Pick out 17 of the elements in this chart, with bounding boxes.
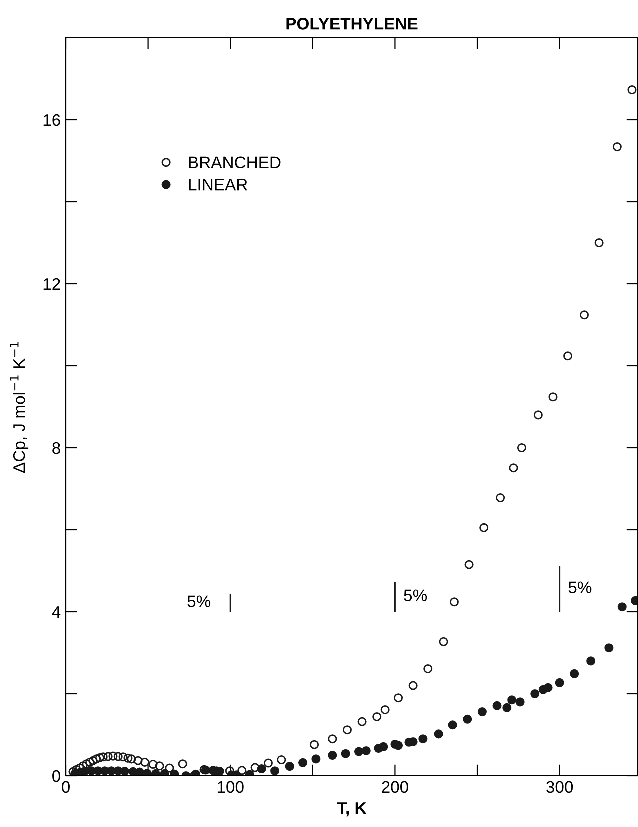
annotation: 5% — [404, 590, 428, 602]
legend-label: LINEAR — [189, 179, 248, 191]
x-tick-label: 300 — [546, 781, 574, 794]
chart-title: POLYETHYLENE — [286, 18, 418, 30]
y-tick-label: 8 — [52, 442, 60, 454]
legend-label: BRANCHED — [189, 156, 281, 169]
x-tick-label: 100 — [218, 781, 244, 794]
x-axis-title: T, K — [337, 802, 367, 817]
x-tick-label: 200 — [382, 781, 408, 794]
x-tick-label: 0 — [62, 781, 70, 794]
y-axis-title: ΔCp, J mol$^{−1}$ K$^{−1}$ — [10, 342, 29, 474]
annotation: 5% — [568, 582, 592, 594]
y-tick-label: 0 — [52, 770, 60, 782]
y-tick-label: 12 — [44, 278, 60, 290]
y-tick-label: 4 — [52, 606, 61, 618]
annotation: 5% — [188, 596, 211, 608]
y-tick-label: 16 — [44, 114, 60, 126]
